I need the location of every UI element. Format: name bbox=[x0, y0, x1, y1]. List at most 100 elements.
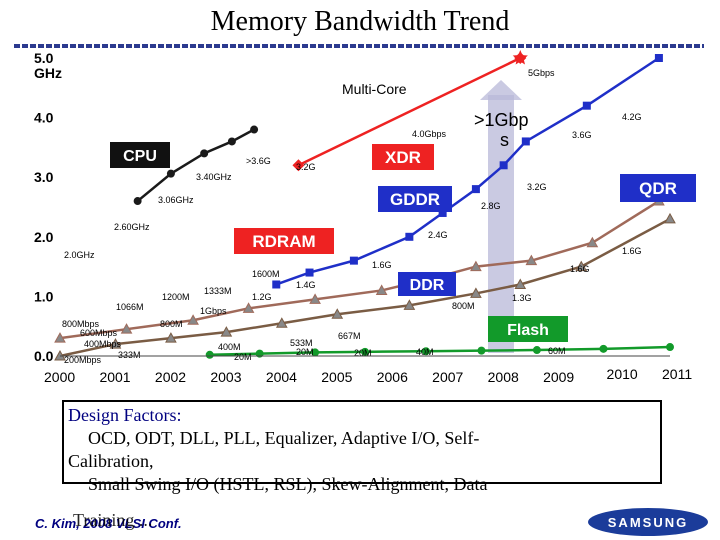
y-tick-label: 2.0 bbox=[34, 229, 54, 245]
value-annotation: 2.8G bbox=[481, 201, 501, 211]
data-point bbox=[187, 314, 199, 325]
xdr-star-marker bbox=[512, 50, 528, 65]
series-line-xdr bbox=[297, 56, 521, 167]
bandwidth-band-arrow bbox=[480, 80, 522, 100]
data-point bbox=[403, 299, 416, 310]
data-point bbox=[292, 159, 305, 172]
value-annotation: 800M bbox=[160, 319, 183, 329]
x-tick-label: 2004 bbox=[266, 369, 297, 385]
x-tick-label: 2010 bbox=[607, 366, 638, 382]
x-tick-label: 2003 bbox=[210, 369, 241, 385]
bandwidth-band bbox=[488, 95, 514, 353]
value-annotation: 1Gbps bbox=[200, 306, 227, 316]
design-factors-line: Calibration, bbox=[68, 451, 154, 471]
value-annotation: 200Mbps bbox=[64, 355, 102, 365]
value-annotation: 1.6G bbox=[372, 260, 392, 270]
data-point bbox=[54, 332, 66, 343]
y-tick-label: 1.0 bbox=[34, 288, 54, 304]
value-annotation: 1333M bbox=[204, 286, 232, 296]
data-point bbox=[532, 346, 541, 355]
data-point bbox=[654, 54, 663, 62]
data-point bbox=[227, 137, 236, 146]
xdr-label-box bbox=[372, 144, 434, 170]
data-point bbox=[405, 232, 414, 241]
data-point bbox=[422, 347, 430, 356]
data-point bbox=[309, 293, 321, 304]
y-tick-label: 5.0 bbox=[34, 50, 54, 66]
data-point bbox=[133, 197, 142, 206]
value-annotation: 1.4G bbox=[296, 280, 316, 290]
design-factors-heading: Design Factors: bbox=[68, 405, 182, 425]
value-annotation: 20M bbox=[354, 348, 372, 358]
value-annotation: 20M bbox=[234, 352, 252, 362]
flash-label: Flash bbox=[507, 322, 549, 339]
value-annotation: 3.6G bbox=[572, 130, 592, 140]
y-axis-unit: GHz bbox=[34, 65, 62, 81]
citation: C. Kim, 2008 VLSI Conf. Training ... bbox=[35, 510, 182, 531]
data-point bbox=[438, 208, 447, 217]
chart-title: Memory Bandwidth Trend bbox=[210, 6, 510, 37]
gddr-label-box bbox=[378, 186, 452, 212]
data-point bbox=[582, 101, 591, 110]
value-annotation: 3.06GHz bbox=[158, 195, 194, 205]
x-tick-label: 2001 bbox=[99, 369, 130, 385]
value-annotation: 800M bbox=[452, 301, 475, 311]
ddr-label: DDR bbox=[410, 277, 445, 294]
cpu-label-box bbox=[110, 142, 170, 168]
data-point bbox=[166, 169, 175, 178]
value-annotation: 20M bbox=[296, 347, 314, 357]
value-annotation: 1.6G bbox=[622, 246, 642, 256]
data-point bbox=[521, 137, 530, 146]
series-line-ddr bbox=[59, 217, 671, 358]
gddr-label: GDDR bbox=[390, 190, 440, 209]
data-point bbox=[331, 308, 344, 319]
value-annotation: 3.2G bbox=[527, 182, 547, 192]
design-factors-line: Small Swing I/O (HSTL, RSL), Skew-Alignm… bbox=[88, 474, 488, 494]
data-point bbox=[470, 260, 482, 272]
data-point bbox=[361, 347, 369, 356]
value-annotation: 600Mbps bbox=[80, 328, 118, 338]
x-tick-label: 2002 bbox=[155, 369, 186, 385]
design-factors-box: Design Factors: OCD, ODT, DLL, PLL, Equa… bbox=[62, 400, 662, 494]
data-point bbox=[514, 278, 527, 289]
value-annotation: 5Gbps bbox=[528, 68, 555, 78]
data-point bbox=[586, 236, 599, 248]
x-tick-label: 2005 bbox=[321, 369, 352, 385]
data-point bbox=[666, 343, 674, 352]
data-point bbox=[275, 317, 288, 328]
value-annotation: 667M bbox=[338, 331, 361, 341]
xdr-label: XDR bbox=[385, 148, 421, 167]
data-point bbox=[525, 254, 538, 266]
value-annotation: 60M bbox=[548, 346, 566, 356]
x-tick-label: 2006 bbox=[377, 369, 408, 385]
data-point bbox=[220, 326, 233, 337]
data-point bbox=[599, 344, 608, 353]
data-point bbox=[664, 212, 676, 224]
data-point bbox=[471, 185, 480, 194]
data-point bbox=[165, 332, 177, 343]
citation-text: C. Kim, 2008 VLSI Conf. bbox=[35, 516, 182, 531]
value-annotation: 40M bbox=[416, 347, 434, 357]
data-point bbox=[375, 284, 388, 295]
data-point bbox=[272, 280, 281, 289]
value-annotation: 333M bbox=[118, 350, 141, 360]
value-annotation: 3.40GHz bbox=[196, 172, 232, 182]
value-annotation: 2.0GHz bbox=[64, 250, 95, 260]
data-point bbox=[120, 323, 133, 334]
data-point bbox=[109, 338, 122, 349]
value-annotation: 800Mbps bbox=[62, 319, 100, 329]
value-annotation: 1066M bbox=[116, 302, 144, 312]
qdr-label: QDR bbox=[639, 179, 677, 198]
value-annotation: 1600M bbox=[252, 269, 280, 279]
gbps-label: s bbox=[500, 130, 509, 150]
flash-label-box bbox=[488, 316, 568, 342]
value-annotation: 1.6G bbox=[570, 264, 590, 274]
cpu-label: CPU bbox=[123, 148, 157, 165]
qdr-label-box bbox=[620, 174, 696, 202]
x-tick-label: 2007 bbox=[432, 369, 463, 385]
value-annotation: 400Mbps bbox=[84, 339, 122, 349]
x-tick-label: 2011 bbox=[662, 366, 692, 382]
value-annotation: 1200M bbox=[162, 292, 190, 302]
design-factors-line: OCD, ODT, DLL, PLL, Equalizer, Adaptive … bbox=[88, 428, 480, 448]
